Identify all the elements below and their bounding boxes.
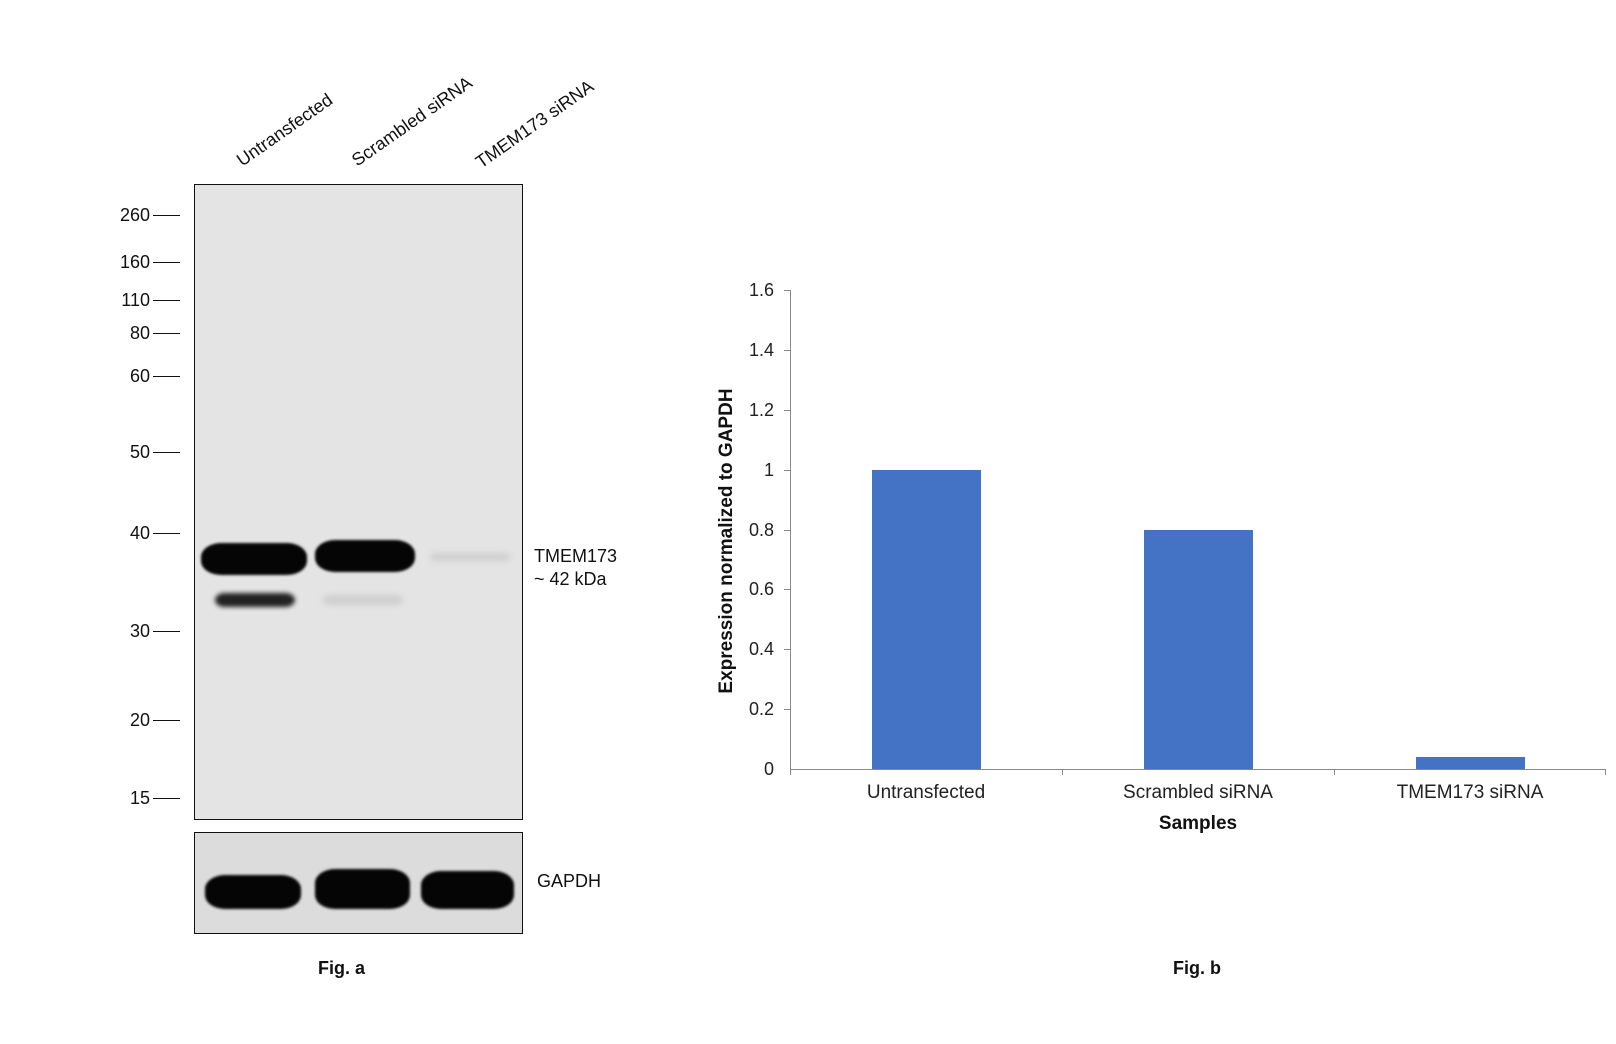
mw-marker-50: 50: [110, 442, 180, 462]
mw-marker-80: 80: [110, 323, 180, 343]
y-tick: [784, 290, 790, 291]
band-scrambled-42kda: [315, 540, 415, 572]
lane-label-untransfected: Untransfected: [232, 89, 337, 171]
mw-marker-20: 20: [110, 710, 180, 730]
x-category-label: TMEM173 siRNA: [1396, 782, 1544, 803]
mw-marker-15: 15: [110, 788, 180, 808]
y-tick-label: 0: [763, 759, 774, 779]
blot-membrane-gapdh: [194, 832, 523, 934]
mw-marker-160: 160: [110, 252, 180, 272]
target-band-size: ~ 42 kDa: [534, 569, 607, 589]
y-tick-label: 1: [763, 460, 774, 480]
x-category-label: Scrambled siRNA: [1123, 782, 1273, 803]
band-untransfected-lower: [215, 593, 295, 607]
y-tick: [784, 350, 790, 351]
y-tick-label: 0.2: [748, 699, 774, 719]
band-gapdh-scrambled: [315, 869, 410, 909]
band-untransfected-42kda: [201, 543, 307, 575]
lane-label-scrambled-sirna: Scrambled siRNA: [347, 72, 476, 171]
y-tick: [784, 709, 790, 710]
band-gapdh-untransfected: [205, 875, 301, 909]
band-scrambled-lower: [323, 595, 403, 605]
x-tick: [1605, 769, 1606, 775]
mw-marker-260: 260: [110, 205, 180, 225]
y-tick-label: 0.4: [748, 639, 774, 659]
y-tick: [784, 530, 790, 531]
y-tick-label: 1.6: [748, 280, 774, 300]
mw-marker-110: 110: [110, 290, 180, 310]
blot-membrane-tmem173: [194, 184, 523, 820]
x-category-label: Untransfected: [866, 782, 986, 803]
target-band-name: TMEM173: [534, 546, 618, 566]
y-tick-label: 0.6: [748, 579, 774, 599]
y-tick: [784, 649, 790, 650]
lane-label-tmem173-sirna: TMEM173 siRNA: [471, 76, 598, 173]
y-axis-line: [790, 290, 791, 769]
x-axis-line: [790, 769, 1606, 770]
y-tick: [784, 470, 790, 471]
bar-tmem173-sirna: [1416, 757, 1525, 769]
y-tick-label: 1.4: [748, 340, 774, 360]
band-tmem173-sirna-42kda: [430, 553, 510, 561]
x-tick: [790, 769, 791, 775]
y-tick: [784, 589, 790, 590]
x-tick: [1334, 769, 1335, 775]
x-tick: [1062, 769, 1063, 775]
y-tick-label: 1.2: [748, 400, 774, 420]
y-tick-label: 0.8: [748, 520, 774, 540]
band-gapdh-tmem173-sirna: [421, 871, 514, 909]
mw-marker-60: 60: [110, 366, 180, 386]
loading-control-label: GAPDH: [537, 871, 602, 891]
y-tick: [784, 410, 790, 411]
fig-a-caption: Fig. a: [318, 958, 366, 978]
mw-marker-40: 40: [110, 523, 180, 543]
bar-scrambled-sirna: [1144, 530, 1253, 769]
x-axis-title: Samples: [1158, 813, 1238, 834]
bar-untransfected: [872, 470, 981, 769]
fig-b-caption: Fig. b: [1173, 958, 1221, 978]
mw-marker-30: 30: [110, 621, 180, 641]
